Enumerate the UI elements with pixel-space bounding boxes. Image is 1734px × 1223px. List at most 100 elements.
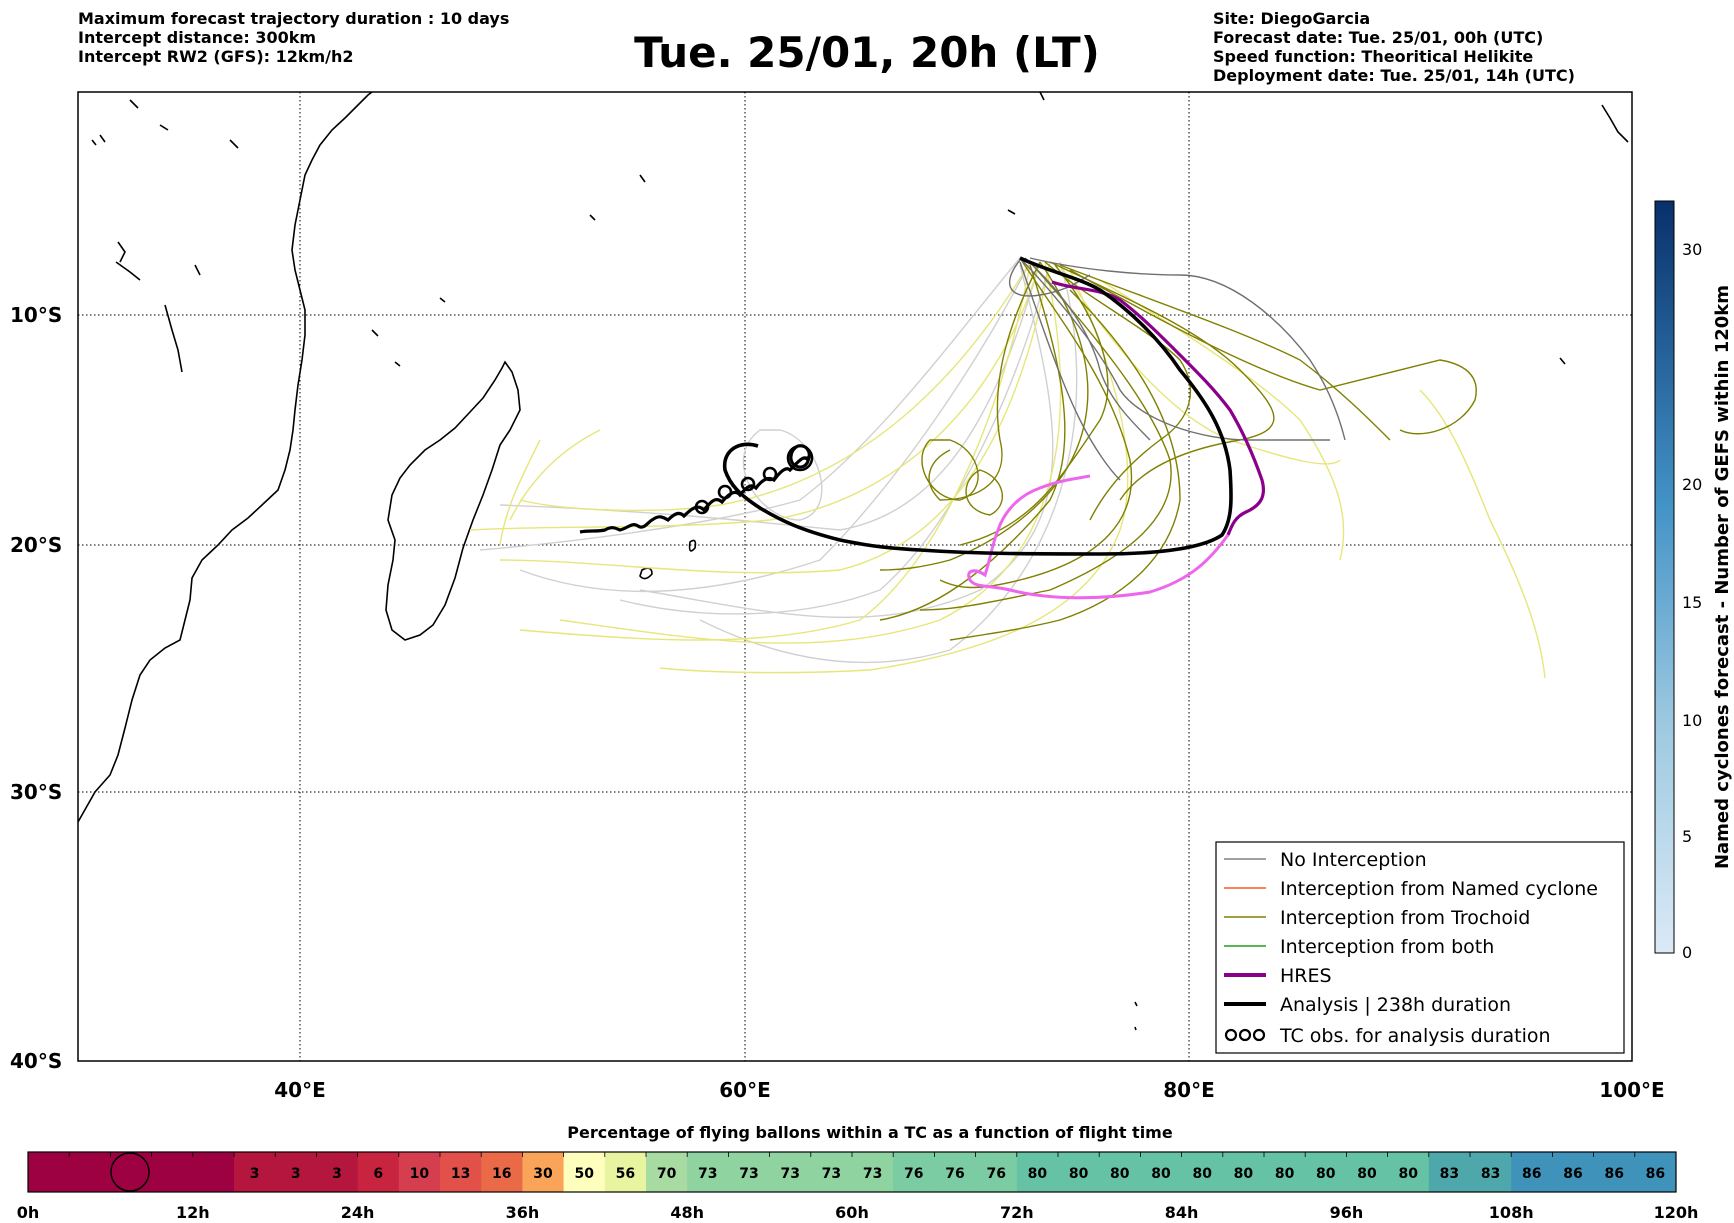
tc-percentage-value: 86 bbox=[1646, 1166, 1665, 1182]
trajectory-line bbox=[519, 264, 1031, 641]
tc-percentage-value: 80 bbox=[1357, 1166, 1377, 1182]
hour-label: 96h bbox=[1330, 1203, 1364, 1222]
lat-label: 40°S bbox=[10, 1049, 62, 1073]
tc-percentage-value: 50 bbox=[574, 1166, 594, 1182]
trajectory-line bbox=[1019, 261, 1121, 481]
trajectory-line bbox=[1049, 261, 1275, 501]
tc-percentage-value: 73 bbox=[863, 1166, 882, 1182]
legend-label: HRES bbox=[1280, 965, 1332, 987]
tc-percentage-title: Percentage of flying ballons within a TC… bbox=[567, 1123, 1173, 1142]
tc-percentage-cell bbox=[69, 1152, 111, 1192]
trajectory-line bbox=[1019, 257, 1330, 441]
trajectory-line bbox=[919, 261, 1172, 611]
map-frame bbox=[77, 91, 1633, 1062]
tc-percentage-cell bbox=[275, 1152, 317, 1192]
hour-label: 60h bbox=[835, 1203, 869, 1222]
tc-percentage-value: 86 bbox=[1563, 1166, 1582, 1182]
tc-percentage-value: 80 bbox=[1069, 1166, 1089, 1182]
tc-obs-loop bbox=[740, 476, 756, 492]
tc-percentage-value: 10 bbox=[410, 1166, 430, 1182]
colorbar-tick: 0 bbox=[1682, 943, 1692, 962]
tc-percentage-value: 16 bbox=[492, 1166, 511, 1182]
legend-label: TC obs. for analysis duration bbox=[1279, 1025, 1551, 1047]
trajectory-line bbox=[1059, 264, 1341, 465]
tc-percentage-value: 76 bbox=[945, 1166, 964, 1182]
header-site: Site: DiegoGarcia bbox=[1213, 9, 1371, 28]
tc-percentage-cell bbox=[810, 1152, 853, 1192]
legend-label: Interception from both bbox=[1280, 936, 1494, 958]
ensemble-trajectories bbox=[469, 257, 1546, 679]
tc-percentage-colorbar: Percentage of flying ballons within a TC… bbox=[17, 1123, 1699, 1222]
tc-percentage-cell bbox=[893, 1152, 935, 1192]
tc-percentage-cell bbox=[1140, 1152, 1183, 1192]
hour-label: 48h bbox=[670, 1203, 704, 1222]
tc-percentage-cell bbox=[151, 1152, 194, 1192]
trajectory-line bbox=[479, 257, 1021, 551]
trajectory-line bbox=[1419, 389, 1546, 679]
tc-percentage-cell bbox=[1634, 1152, 1677, 1192]
colorbar-tick: 5 bbox=[1682, 827, 1692, 846]
tc-percentage-value: 80 bbox=[1398, 1166, 1418, 1182]
colorbar-tick: 10 bbox=[1682, 711, 1702, 730]
tc-percentage-value: 80 bbox=[1316, 1166, 1336, 1182]
analysis-trajectory bbox=[723, 256, 1233, 556]
tc-percentage-cell bbox=[852, 1152, 894, 1192]
hres-extension bbox=[967, 474, 1230, 600]
gefs-colorbar-label: Named cyclones forecast - Number of GEFS… bbox=[1712, 285, 1733, 869]
tc-percentage-cell bbox=[192, 1152, 235, 1192]
tc-percentage-value: 30 bbox=[533, 1166, 553, 1182]
trajectory-line bbox=[921, 439, 979, 501]
trajectory-line bbox=[879, 261, 1089, 571]
tc-percentage-cell bbox=[1222, 1152, 1265, 1192]
trajectory-line bbox=[659, 269, 1129, 674]
header-forecast-date: Forecast date: Tue. 25/01, 00h (UTC) bbox=[1213, 28, 1544, 47]
tc-percentage-frame bbox=[27, 1151, 1677, 1193]
tc-obs-loop bbox=[717, 484, 733, 500]
tc-percentage-value: 80 bbox=[1275, 1166, 1295, 1182]
trajectory-line bbox=[879, 264, 1066, 621]
tc-percentage-cell bbox=[1264, 1152, 1306, 1192]
tc-percentage-cell bbox=[234, 1152, 276, 1192]
tc-percentage-cell bbox=[1470, 1152, 1512, 1192]
tc-percentage-value: 73 bbox=[780, 1166, 799, 1182]
hres-trajectory bbox=[1051, 280, 1266, 536]
tc-percentage-cell bbox=[1016, 1152, 1059, 1192]
tc-percentage-value: 86 bbox=[1522, 1166, 1541, 1182]
gefs-colorbar-gradient bbox=[1654, 200, 1675, 954]
tc-percentage-cell bbox=[604, 1152, 647, 1192]
tc-percentage-cell bbox=[769, 1152, 812, 1192]
tc-percentage-cell bbox=[1181, 1152, 1224, 1192]
legend-box bbox=[1215, 841, 1625, 1054]
gefs-colorbar: 0 5 10 15 20 30 Named cyclones forecast … bbox=[1654, 200, 1733, 962]
tc-percentage-cell bbox=[28, 1152, 70, 1192]
tc-percentage-value: 73 bbox=[822, 1166, 841, 1182]
tc-percentage-cell bbox=[728, 1152, 771, 1192]
current-time-marker bbox=[110, 1152, 150, 1192]
tc-percentage-cell bbox=[440, 1152, 482, 1192]
tc-percentage-cell bbox=[357, 1152, 400, 1192]
trajectory-line bbox=[1069, 269, 1477, 435]
lat-label: 30°S bbox=[10, 780, 62, 804]
amsterdam-islands bbox=[1134, 1001, 1138, 1031]
tc-percentage-cell bbox=[646, 1152, 688, 1192]
lon-label: 60°E bbox=[719, 1078, 771, 1102]
tc-percentage-value: 80 bbox=[1028, 1166, 1048, 1182]
africa-coastline bbox=[78, 92, 373, 823]
hour-label: 36h bbox=[506, 1203, 540, 1222]
tc-percentage-value: 80 bbox=[1234, 1166, 1254, 1182]
tc-percentage-cell bbox=[1058, 1152, 1100, 1192]
trajectory-line bbox=[499, 429, 601, 546]
trajectory-line bbox=[519, 261, 1031, 512]
tc-percentage-cell bbox=[1552, 1152, 1595, 1192]
coastlines bbox=[78, 92, 1629, 1031]
header-speed-function: Speed function: Theoritical Helikite bbox=[1213, 47, 1534, 66]
tc-obs-loop bbox=[694, 499, 710, 515]
trajectory-line bbox=[559, 261, 1062, 644]
tc-percentage-cell bbox=[934, 1152, 977, 1192]
tc-percentage-cell bbox=[1305, 1152, 1347, 1192]
hour-label: 120h bbox=[1654, 1203, 1699, 1222]
tc-percentage-value: 6 bbox=[373, 1166, 383, 1182]
tc-percentage-cell bbox=[1428, 1152, 1471, 1192]
colorbar-tick: 20 bbox=[1682, 475, 1702, 494]
hour-label: 84h bbox=[1165, 1203, 1199, 1222]
